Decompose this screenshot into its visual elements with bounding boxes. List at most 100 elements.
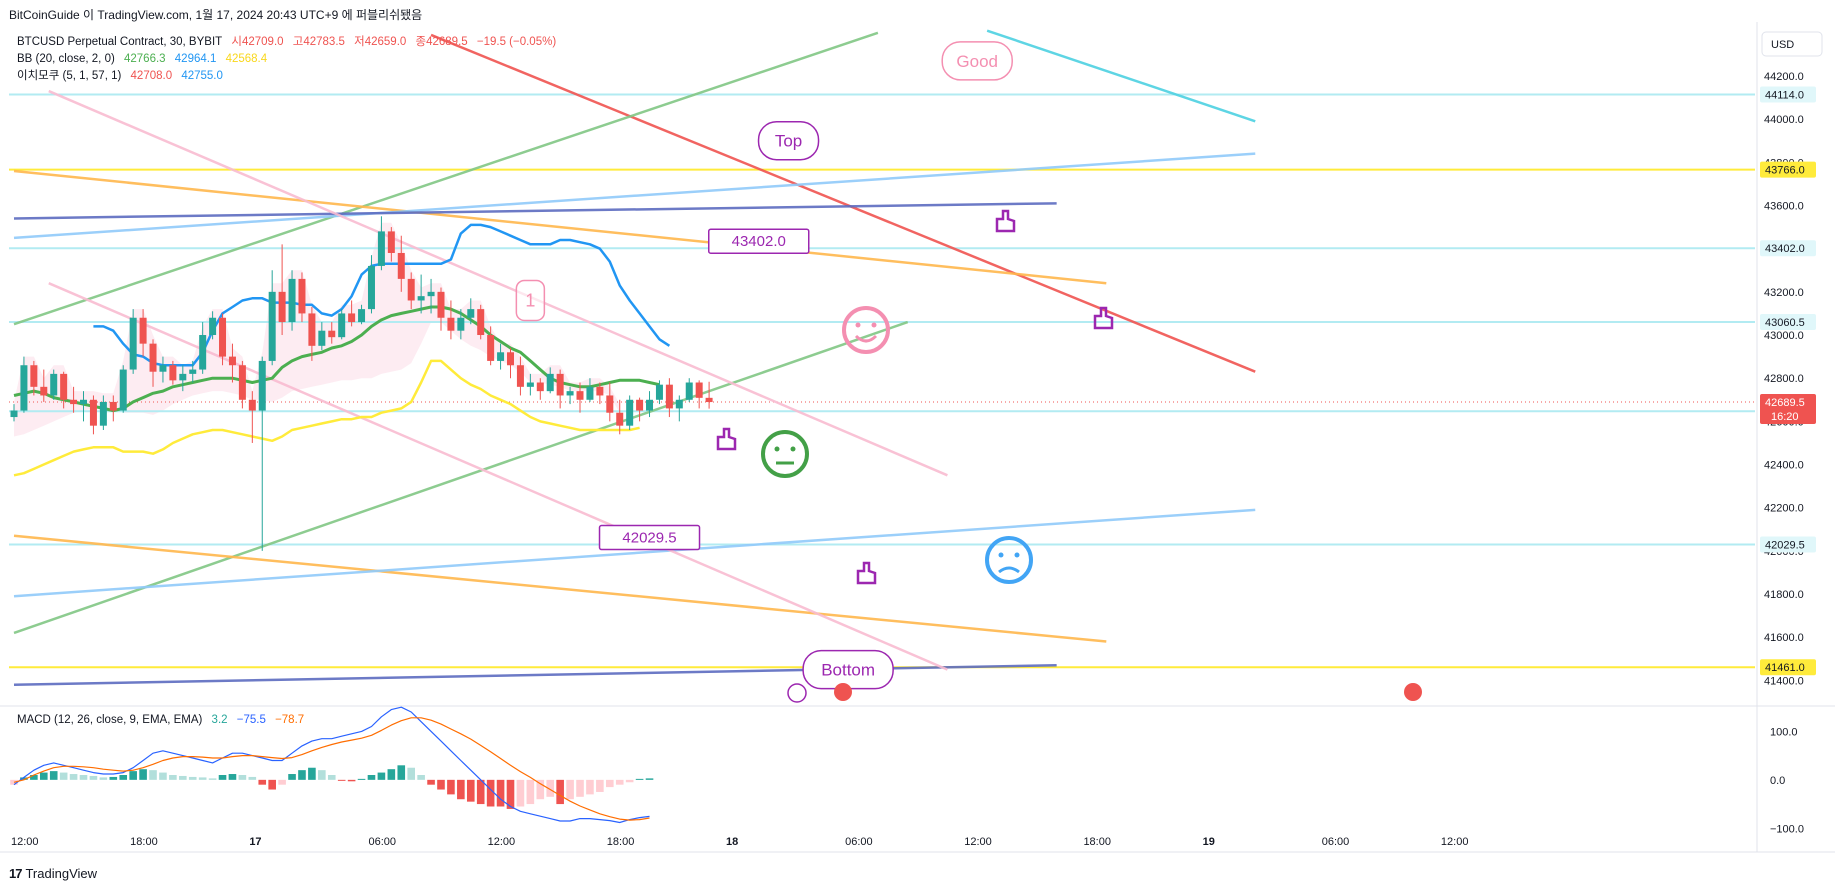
macd-histogram-bar [278, 779, 286, 785]
sad-face-icon-eye [1014, 552, 1020, 558]
macd-histogram-bar [635, 778, 644, 780]
macd-histogram-bar [596, 779, 604, 792]
macd-histogram-bar [129, 771, 137, 780]
macd-histogram-bar [159, 772, 167, 780]
x-tick-label: 18 [726, 836, 738, 848]
candle-body [675, 399, 683, 409]
candle-body [89, 399, 97, 426]
bb-basis-value: 42766.3 [124, 53, 166, 65]
macd-y-tick-label: 0.0 [1770, 775, 1785, 787]
candle-body [546, 373, 554, 392]
ichimoku-cloud [14, 222, 620, 437]
macd-histogram-bar [387, 769, 396, 780]
candle-body [665, 384, 673, 409]
number-marker-box [515, 279, 546, 322]
macd-histogram-bar [69, 774, 78, 780]
macd-histogram-bar [238, 775, 247, 780]
macd-histogram-bar [556, 779, 564, 805]
macd-histogram-bar [476, 779, 485, 805]
x-tick-label: 06:00 [1322, 836, 1350, 848]
bb-label[interactable]: BB (20, close, 2, 0) [17, 53, 115, 65]
macd-histogram-bar [327, 775, 336, 780]
candle-body [596, 386, 604, 396]
x-tick-label: 12:00 [1441, 836, 1469, 848]
candle-body [328, 330, 336, 338]
candle-body [288, 278, 296, 323]
currency-label: USD [1771, 39, 1794, 51]
macd-histogram-bar [99, 777, 108, 780]
trend-line [13, 152, 1256, 240]
macd-histogram-bar [139, 769, 147, 780]
macd-histogram-bar [179, 775, 187, 780]
tradingview-footer[interactable]: 17 TradingView [9, 866, 97, 881]
candle-body [219, 317, 227, 357]
level-price-label: 43402.0 [1765, 243, 1805, 255]
level-price-label-bg [1760, 86, 1816, 103]
macd-histogram-bar [536, 779, 545, 800]
sad-face-icon-mouth [998, 566, 1020, 574]
ichimoku-label[interactable]: 이치모쿠 (5, 1, 57, 1) [17, 70, 122, 82]
macd-histogram-bar [566, 779, 574, 800]
callout-box [941, 41, 1013, 81]
high-value: 42783.5 [303, 36, 345, 48]
low-label: 저 [354, 36, 365, 48]
candle-body [487, 335, 495, 361]
candle-body [705, 397, 713, 403]
neutral-face-icon [761, 430, 809, 478]
candle-body [367, 265, 375, 310]
candle-body [258, 360, 266, 411]
macd-histogram-bar [496, 779, 505, 807]
trend-line [13, 508, 1256, 598]
macd-histogram-bar [258, 779, 267, 785]
candle-body [268, 291, 276, 361]
candle-body [278, 291, 286, 323]
level-price-label: 41461.0 [1765, 662, 1805, 674]
macd-label[interactable]: MACD (12, 26, close, 9, EMA, EMA) [17, 714, 203, 726]
level-price-label-bg [1760, 313, 1816, 330]
macd-y-tick-label: −100.0 [1770, 823, 1804, 835]
candle-body [655, 384, 663, 400]
macd-histogram-bar [89, 775, 98, 780]
candle-body [467, 309, 475, 318]
macd-histogram-bar [417, 775, 425, 780]
candle-body [437, 291, 445, 318]
macd-histogram-bar [367, 775, 376, 780]
candle-body [338, 313, 346, 338]
close-value: 42689.5 [426, 36, 468, 48]
callout-text: Top [775, 132, 802, 151]
macd-histogram-bar [457, 779, 465, 800]
macd-histogram-bar [526, 779, 535, 805]
level-price-label: 43060.5 [1765, 317, 1805, 329]
candle-body [209, 317, 217, 336]
y-tick-label: 43000.0 [1764, 330, 1804, 342]
us-flag-event-icon [834, 683, 852, 701]
candle-body [507, 352, 514, 366]
current-price-label: 42689.5 [1765, 397, 1805, 409]
hand-pointer-icon [716, 427, 737, 451]
hand-pointer-icon [995, 209, 1016, 233]
candle-body [30, 365, 38, 387]
callout-text: 42029.5 [622, 530, 676, 547]
symbol-label[interactable]: BTCUSD Perpetual Contract, 30, BYBIT [17, 36, 223, 48]
y-tick-label: 41400.0 [1764, 675, 1804, 687]
main-legend: BTCUSD Perpetual Contract, 30, BYBIT 시42… [17, 34, 562, 85]
macd-histogram-bar [30, 775, 38, 780]
macd-line [13, 706, 650, 824]
smile-face-icon-eye [871, 322, 877, 328]
macd-line-value: −75.5 [236, 714, 266, 726]
macd-histogram-bar [377, 772, 386, 780]
low-value: 42659.0 [364, 36, 407, 48]
candle-body [387, 231, 395, 253]
macd-histogram-bar [486, 779, 495, 807]
candle-body [248, 399, 256, 411]
macd-histogram-bar [119, 775, 128, 780]
macd-hist-value: 3.2 [211, 714, 228, 726]
x-tick-label: 06:00 [368, 836, 396, 848]
y-tick-label: 44000.0 [1764, 114, 1804, 126]
candle-body [60, 373, 68, 400]
candle-body [377, 231, 385, 266]
macd-histogram-bar [59, 772, 68, 780]
macd-histogram-bar [506, 779, 515, 809]
macd-signal-line [13, 717, 650, 821]
